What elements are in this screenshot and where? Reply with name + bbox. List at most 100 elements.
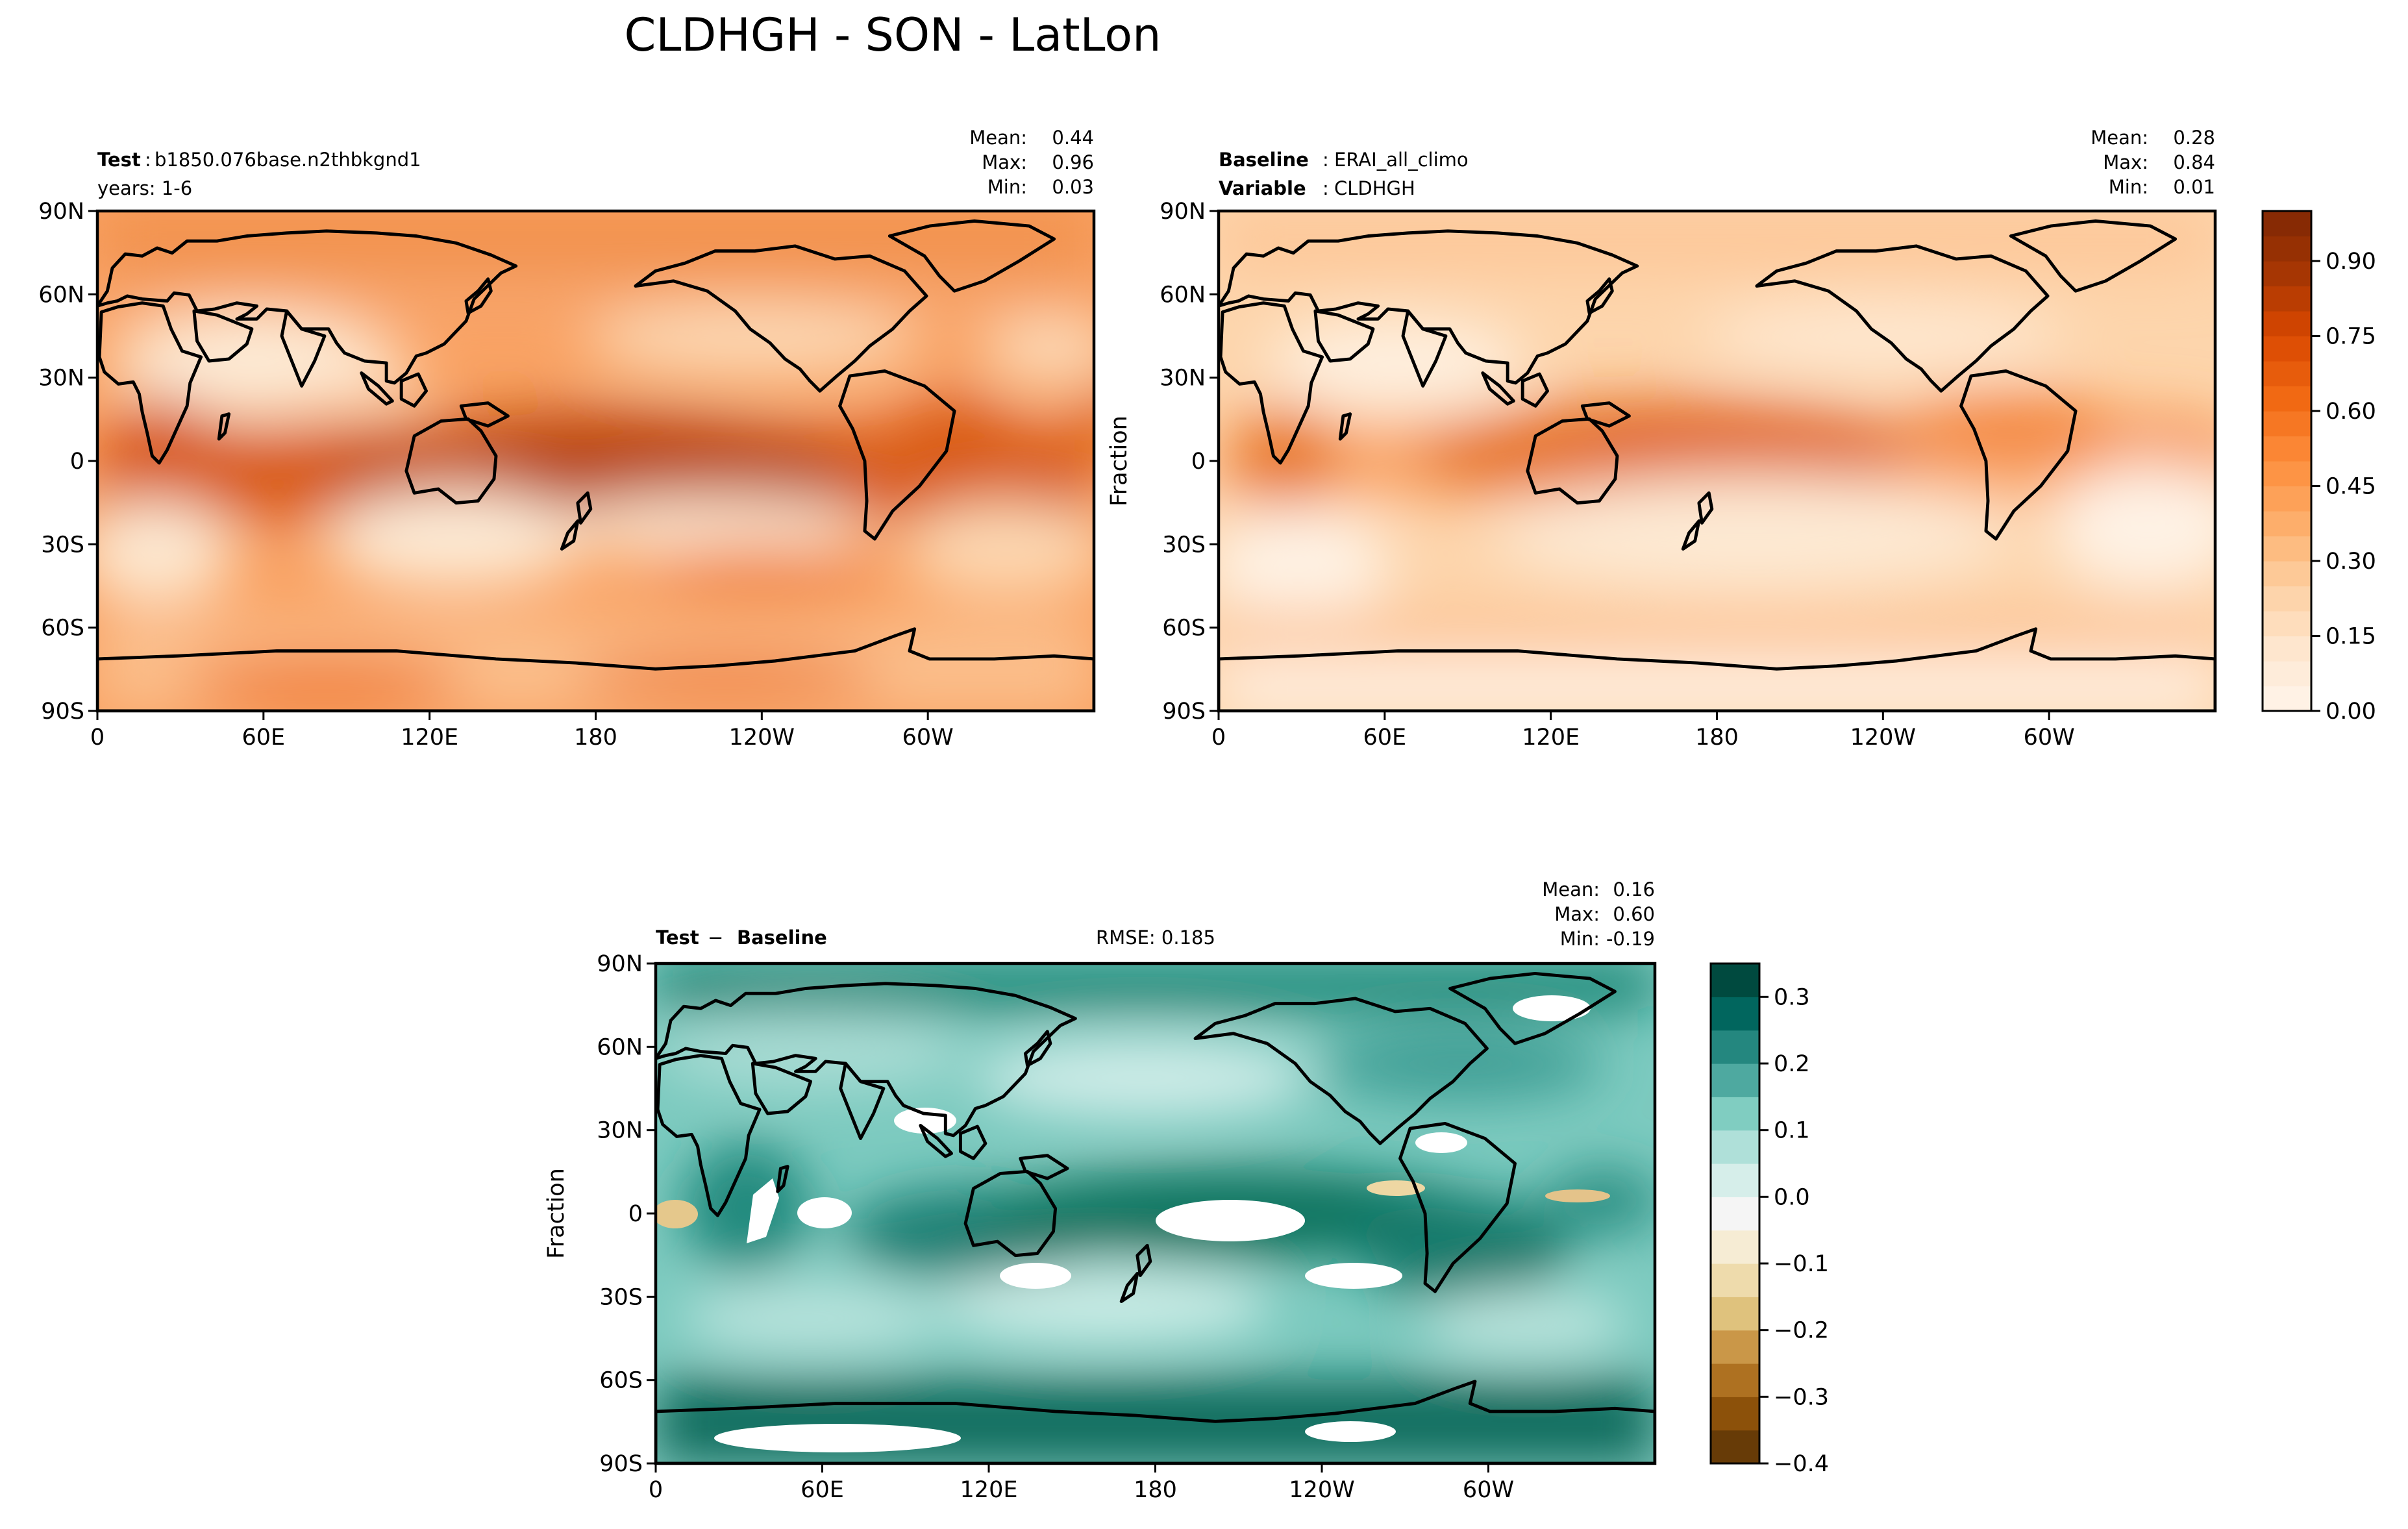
baseline-colorbar-band	[2263, 436, 2311, 462]
test-y-tick-label: 60N	[38, 282, 84, 308]
baseline-y-tick-label: 60N	[1160, 282, 1206, 308]
difference-colorbar-band	[1711, 1030, 1759, 1064]
baseline-mean-label: Mean:	[2091, 127, 2148, 149]
test-y-tick-label: 60S	[41, 615, 84, 641]
difference-colorbar-tick-label: −0.1	[1774, 1251, 1829, 1277]
difference-y-tick-label: 90S	[599, 1451, 643, 1477]
difference-colorbar-ticks: 0.3 0.2 0.1 0.0 −0.1 −0.2 −0.3 −0.4	[1759, 984, 1829, 1477]
baseline-label-bold: Baseline	[1219, 149, 1309, 171]
test-mean-label: Mean:	[969, 127, 1027, 149]
test-ticks: 0 60E 120E 180 120W 60W 90N 60N 30N 0 30S 60S 90S	[38, 199, 953, 751]
difference-rmse: RMSE: 0.185	[1096, 926, 1215, 949]
baseline-colorbar-band	[2263, 611, 2311, 637]
difference-field	[656, 963, 1655, 1463]
baseline-colorbar-band	[2263, 311, 2311, 337]
difference-y-tick-label: 30N	[597, 1118, 643, 1144]
difference-y-tick-label: 60N	[597, 1034, 643, 1060]
baseline-colorbar-tick-label: 0.30	[2326, 549, 2376, 575]
baseline-colorbar-band	[2263, 561, 2311, 587]
difference-colorbar-tick-label: 0.3	[1774, 984, 1810, 1010]
baseline-mean: 0.28	[2173, 127, 2215, 149]
baseline-x-tick-label: 120W	[1850, 725, 1916, 751]
test-min: 0.03	[1052, 176, 1094, 198]
test-mean: 0.44	[1052, 127, 1094, 149]
baseline-colorbar-tick-label: 0.60	[2326, 399, 2376, 425]
baseline-y-tick-label: 60S	[1162, 615, 1206, 641]
difference-x-tick-label: 60W	[1463, 1477, 1514, 1503]
baseline-colorbar-ticks: 0.00 0.15 0.30 0.45 0.60 0.75 0.90	[2311, 249, 2376, 725]
baseline-y-tick-label: 30S	[1162, 532, 1206, 558]
test-field	[97, 211, 1094, 711]
test-x-tick-label: 180	[574, 725, 617, 751]
baseline-colorbar-band	[2263, 661, 2311, 687]
baseline-colorbar-bands	[2263, 211, 2311, 712]
test-min-label: Min:	[987, 176, 1027, 198]
baseline-colorbar-band	[2263, 336, 2311, 362]
difference-colorbar-band	[1711, 997, 1759, 1031]
difference-colorbar-tick-label: 0.1	[1774, 1118, 1810, 1144]
test-y-tick-label: 90S	[41, 699, 84, 725]
baseline-colorbar-tick-label: 0.90	[2326, 249, 2376, 275]
baseline-colorbar-band	[2263, 386, 2311, 412]
difference-min: -0.19	[1606, 928, 1655, 950]
test-label-colon: :	[145, 149, 151, 171]
baseline-colorbar-band	[2263, 261, 2311, 287]
difference-max-label: Max:	[1554, 903, 1600, 925]
baseline-colorbar-tick-label: 0.15	[2326, 624, 2376, 650]
difference-label-sep: −	[708, 926, 723, 949]
baseline-y-tick-label: 90S	[1162, 699, 1206, 725]
difference-x-tick-label: 0	[649, 1477, 663, 1503]
baseline-colorbar-band	[2263, 586, 2311, 612]
difference-y-tick-label: 0	[628, 1201, 643, 1227]
difference-ticks: 0 60E 120E 180 120W 60W 90N 60N 30N 0 30S 60S 90S	[597, 951, 1514, 1503]
baseline-y-tick-label: 30N	[1160, 366, 1206, 392]
baseline-colorbar-band	[2263, 461, 2311, 487]
difference-colorbar-band	[1711, 1097, 1759, 1131]
difference-colorbar-band	[1711, 1297, 1759, 1331]
baseline-colorbar-band	[2263, 636, 2311, 662]
test-y-tick-label: 30S	[41, 532, 84, 558]
baseline-colorbar-band	[2263, 511, 2311, 537]
difference-min-label: Min:	[1560, 928, 1600, 950]
difference-colorbar-band	[1711, 1363, 1759, 1397]
difference-colorbar-bands	[1711, 963, 1759, 1464]
difference-colorbar-band	[1711, 1063, 1759, 1097]
test-x-tick-label: 120E	[401, 725, 458, 751]
test-sub-label: years: 1-6	[97, 177, 192, 199]
test-x-tick-label: 120W	[729, 725, 795, 751]
difference-x-tick-label: 120E	[960, 1477, 1018, 1503]
baseline-max-label: Max:	[2103, 151, 2148, 173]
baseline-colorbar-tick-label: 0.75	[2326, 324, 2376, 350]
difference-y-tick-label: 60S	[599, 1368, 643, 1394]
baseline-colorbar-band	[2263, 361, 2311, 387]
difference-x-tick-label: 60E	[801, 1477, 844, 1503]
difference-y-tick-label: 90N	[597, 951, 643, 977]
baseline-label2-bold: Variable	[1219, 177, 1306, 199]
test-y-tick-label: 90N	[38, 199, 84, 225]
baseline-label-colon: :	[1322, 149, 1329, 171]
difference-label-bold2: Baseline	[737, 926, 827, 949]
difference-colorbar-tick-label: 0.0	[1774, 1184, 1810, 1210]
difference-colorbar-band	[1711, 963, 1759, 997]
baseline-ticks: 0 60E 120E 180 120W 60W 90N 60N 30N 0 30S 60S 90S	[1160, 199, 2074, 751]
panel-test: Test : b1850.076base.n2thbkgnd1 years: 1…	[38, 127, 1096, 751]
baseline-x-tick-label: 120E	[1522, 725, 1580, 751]
baseline-colorbar-tick-label: 0.45	[2326, 474, 2376, 500]
difference-colorbar-band	[1711, 1397, 1759, 1431]
panel-baseline: Baseline : ERAI_all_climo Variable : CLD…	[1106, 127, 2376, 751]
difference-x-tick-label: 120W	[1289, 1477, 1354, 1503]
test-max-label: Max:	[982, 151, 1027, 173]
baseline-max: 0.84	[2173, 151, 2215, 173]
baseline-label2-value: CLDHGH	[1334, 177, 1415, 199]
baseline-x-tick-label: 180	[1695, 725, 1739, 751]
baseline-field	[1219, 211, 2215, 711]
baseline-colorbar: 0.00 0.15 0.30 0.45 0.60 0.75 0.90	[2261, 210, 2376, 725]
baseline-colorbar-band	[2263, 686, 2311, 712]
difference-label-bold: Test	[656, 926, 699, 949]
difference-colorbar-band	[1711, 1130, 1759, 1164]
difference-colorbar-band	[1711, 1197, 1759, 1231]
test-label-value: b1850.076base.n2thbkgnd1	[155, 149, 421, 171]
baseline-y-tick-label: 0	[1191, 449, 1206, 475]
test-stats: Mean: 0.44 Max: 0.96 Min: 0.03	[969, 127, 1094, 198]
